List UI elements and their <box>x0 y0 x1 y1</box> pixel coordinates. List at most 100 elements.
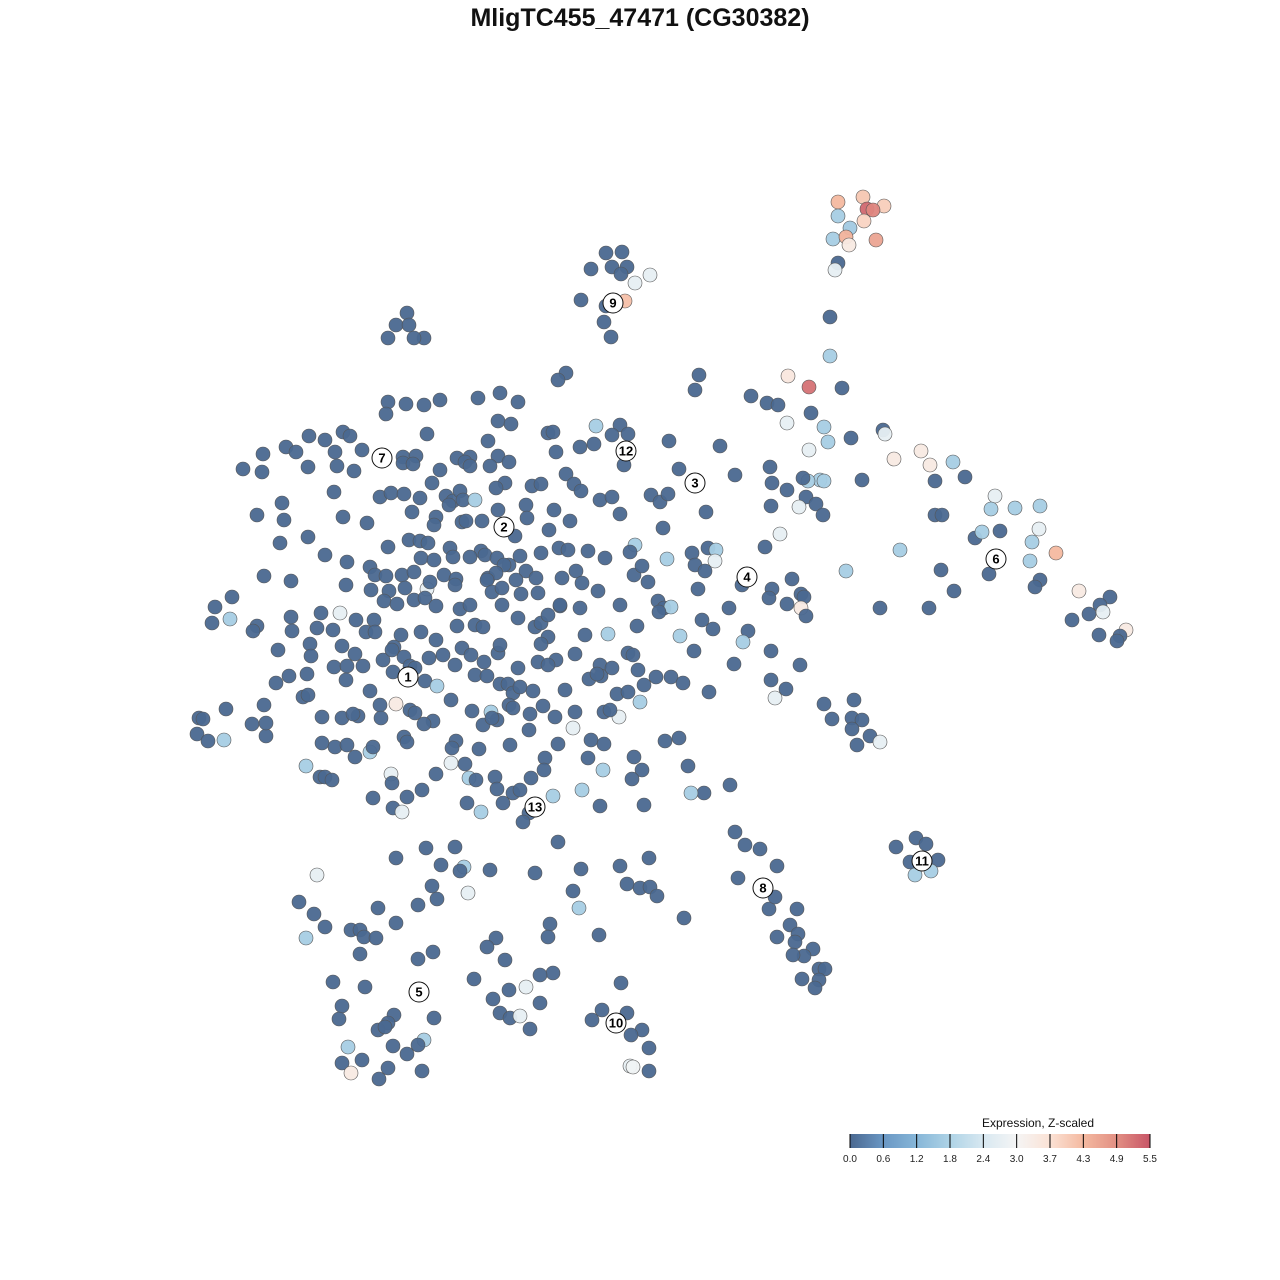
data-point <box>987 488 1003 504</box>
cluster-label-badge <box>397 666 419 688</box>
data-point <box>460 885 476 901</box>
data-point <box>727 824 743 840</box>
data-point <box>602 702 618 718</box>
data-point <box>784 571 800 587</box>
data-point <box>1064 612 1080 628</box>
data-point <box>691 367 707 383</box>
data-point <box>1109 633 1125 649</box>
data-point <box>300 529 316 545</box>
data-point <box>712 438 728 454</box>
data-point <box>422 574 438 590</box>
cluster-label-badge <box>371 447 393 469</box>
data-point <box>314 735 330 751</box>
data-point <box>707 553 723 569</box>
data-point <box>743 388 759 404</box>
data-point <box>420 535 436 551</box>
cluster-label-text: 4 <box>743 570 751 585</box>
data-point <box>540 929 556 945</box>
data-point <box>306 906 322 922</box>
data-point <box>757 539 773 555</box>
data-point <box>622 544 638 560</box>
cluster-label-2: 2 <box>493 516 515 538</box>
data-point <box>625 1059 641 1075</box>
data-point <box>533 476 549 492</box>
cluster-label-8: 8 <box>752 877 774 899</box>
data-point <box>801 442 817 458</box>
data-point <box>244 716 260 732</box>
data-point <box>830 194 846 210</box>
data-point <box>684 545 700 561</box>
data-point <box>380 330 396 346</box>
data-point <box>795 470 811 486</box>
data-point <box>604 660 620 676</box>
data-point <box>480 433 496 449</box>
data-point <box>983 501 999 517</box>
data-point <box>872 600 888 616</box>
data-point <box>503 416 519 432</box>
data-point <box>518 979 534 995</box>
data-point <box>338 672 354 688</box>
data-point <box>626 749 642 765</box>
data-point <box>568 563 584 579</box>
data-point <box>368 930 384 946</box>
data-point <box>1024 534 1040 550</box>
data-point <box>571 900 587 916</box>
data-point <box>624 771 640 787</box>
data-point <box>474 513 490 529</box>
data-point <box>447 577 463 593</box>
data-point <box>343 1065 359 1081</box>
data-point <box>300 459 316 475</box>
cluster-label-text: 11 <box>915 854 929 869</box>
data-point <box>830 208 846 224</box>
data-point <box>340 1039 356 1055</box>
data-point <box>877 426 893 442</box>
data-point <box>560 542 576 558</box>
data-point <box>1048 545 1064 561</box>
data-point <box>457 756 473 772</box>
data-point <box>572 600 588 616</box>
data-point <box>945 454 961 470</box>
data-point <box>686 643 702 659</box>
data-point <box>580 750 596 766</box>
data-point <box>630 662 646 678</box>
data-point <box>824 711 840 727</box>
data-point <box>763 643 779 659</box>
data-point <box>421 650 437 666</box>
data-point <box>573 292 589 308</box>
data-point <box>317 919 333 935</box>
data-point <box>284 623 300 639</box>
data-point <box>604 427 620 443</box>
data-point <box>482 862 498 878</box>
data-point <box>410 1037 426 1053</box>
data-point <box>721 600 737 616</box>
data-point <box>195 711 211 727</box>
data-point <box>612 506 628 522</box>
data-point <box>416 397 432 413</box>
data-point <box>394 804 410 820</box>
data-point <box>510 660 526 676</box>
data-point <box>378 568 394 584</box>
data-point <box>426 1010 442 1026</box>
data-point <box>334 638 350 654</box>
data-point <box>384 775 400 791</box>
data-point <box>683 785 699 801</box>
data-point <box>428 598 444 614</box>
data-point <box>590 583 606 599</box>
data-point <box>385 1038 401 1054</box>
colorbar-tick-label: 1.8 <box>943 1154 957 1165</box>
data-point <box>816 473 832 489</box>
data-point <box>779 482 795 498</box>
data-point <box>888 839 904 855</box>
data-point <box>655 520 671 536</box>
data-point <box>596 314 612 330</box>
data-point <box>535 698 551 714</box>
data-point <box>620 684 636 700</box>
data-point <box>671 730 687 746</box>
data-point <box>494 597 510 613</box>
data-point <box>276 512 292 528</box>
cluster-label-text: 12 <box>619 444 633 459</box>
data-point <box>583 732 599 748</box>
data-point <box>540 607 556 623</box>
data-point <box>362 683 378 699</box>
data-point <box>355 658 371 674</box>
